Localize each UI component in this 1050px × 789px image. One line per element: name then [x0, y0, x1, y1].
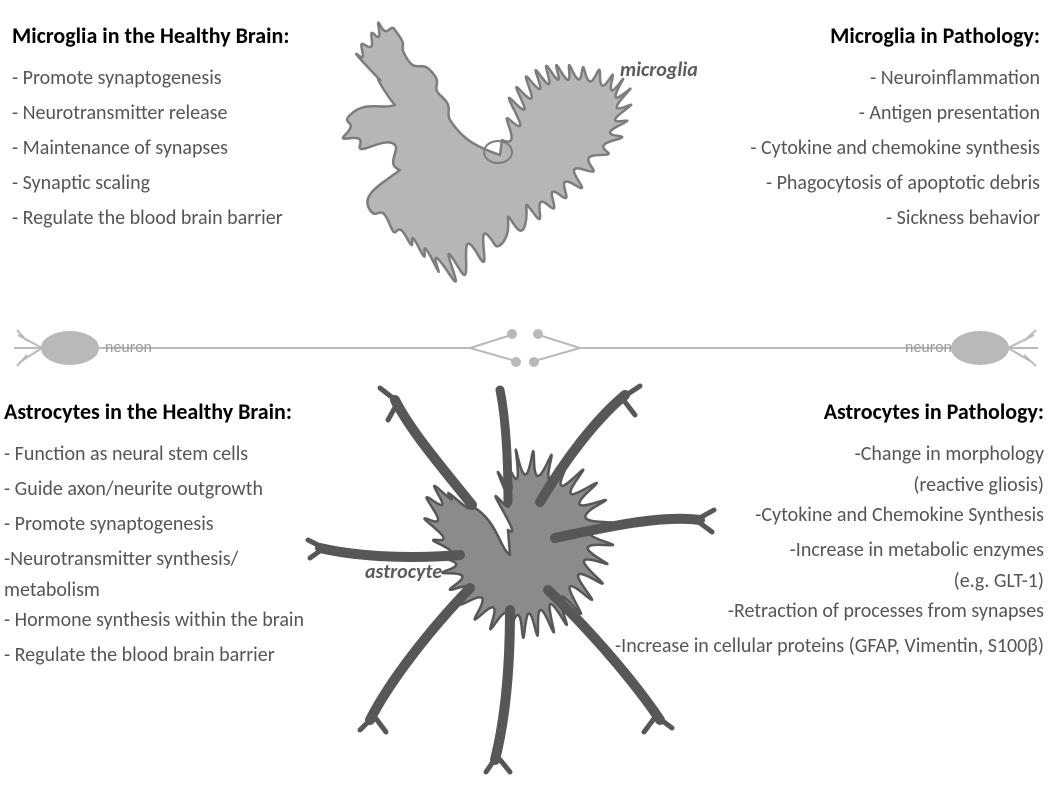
list-item: - Promote synaptogenesis: [12, 61, 342, 96]
list-item: (e.g. GLT-1): [574, 568, 1044, 594]
list-item: -Increase in cellular proteins (GFAP, Vi…: [574, 629, 1044, 664]
list-item: - Guide axon/neurite outgrowth: [4, 472, 374, 507]
neuron-left-label: neuron: [105, 338, 152, 357]
list-item: - Promote synaptogenesis: [4, 507, 374, 542]
list-item: -Increase in metabolic enzymes: [574, 533, 1044, 568]
microglia-pathology-section: Microglia in Pathology: - Neuroinflammat…: [680, 22, 1040, 236]
list-item: -Cytokine and Chemokine Synthesis: [574, 498, 1044, 533]
list-item: - Phagocytosis of apoptotic debris: [680, 166, 1040, 201]
microglia-icon: [343, 23, 631, 282]
astrocyte-label: astrocyte: [365, 560, 442, 584]
microglia-healthy-heading: Microglia in the Healthy Brain:: [12, 22, 342, 49]
microglia-label: microglia: [620, 58, 698, 82]
neuron-left-icon: [14, 330, 520, 366]
list-item: - Neurotransmitter release: [12, 96, 342, 131]
list-item: -Retraction of processes from synapses: [574, 594, 1044, 629]
list-item: - Hormone synthesis within the brain: [4, 603, 374, 638]
neuron-right-icon: [530, 330, 1038, 366]
list-item: -Change in morphology: [574, 437, 1044, 472]
list-item: - Antigen presentation: [680, 96, 1040, 131]
microglia-healthy-section: Microglia in the Healthy Brain: - Promot…: [12, 22, 342, 236]
astrocytes-healthy-heading: Astrocytes in the Healthy Brain:: [4, 398, 374, 425]
list-item: -Neurotransmitter synthesis/: [4, 542, 374, 577]
list-item: - Function as neural stem cells: [4, 437, 374, 472]
list-item: (reactive gliosis): [574, 472, 1044, 498]
microglia-pathology-heading: Microglia in Pathology:: [680, 22, 1040, 49]
astrocytes-pathology-section: Astrocytes in Pathology: -Change in morp…: [574, 398, 1044, 664]
list-item: - Cytokine and chemokine synthesis: [680, 131, 1040, 166]
astrocytes-pathology-heading: Astrocytes in Pathology:: [574, 398, 1044, 425]
astrocytes-healthy-section: Astrocytes in the Healthy Brain: - Funct…: [4, 398, 374, 673]
list-item: - Maintenance of synapses: [12, 131, 342, 166]
list-item: - Neuroinflammation: [680, 61, 1040, 96]
list-item: - Regulate the blood brain barrier: [12, 201, 342, 236]
list-item: metabolism: [4, 577, 374, 603]
list-item: - Regulate the blood brain barrier: [4, 638, 374, 673]
list-item: - Synaptic scaling: [12, 166, 342, 201]
neuron-right-label: neuron: [905, 338, 952, 357]
list-item: - Sickness behavior: [680, 201, 1040, 236]
